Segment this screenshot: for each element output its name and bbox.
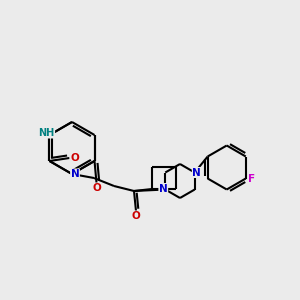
Text: N: N: [192, 167, 201, 178]
Text: N: N: [159, 184, 168, 194]
Text: O: O: [132, 211, 140, 221]
Text: F: F: [248, 173, 255, 184]
Text: N: N: [70, 169, 80, 179]
Text: O: O: [70, 153, 79, 163]
Text: O: O: [92, 183, 101, 193]
Text: NH: NH: [38, 128, 55, 138]
